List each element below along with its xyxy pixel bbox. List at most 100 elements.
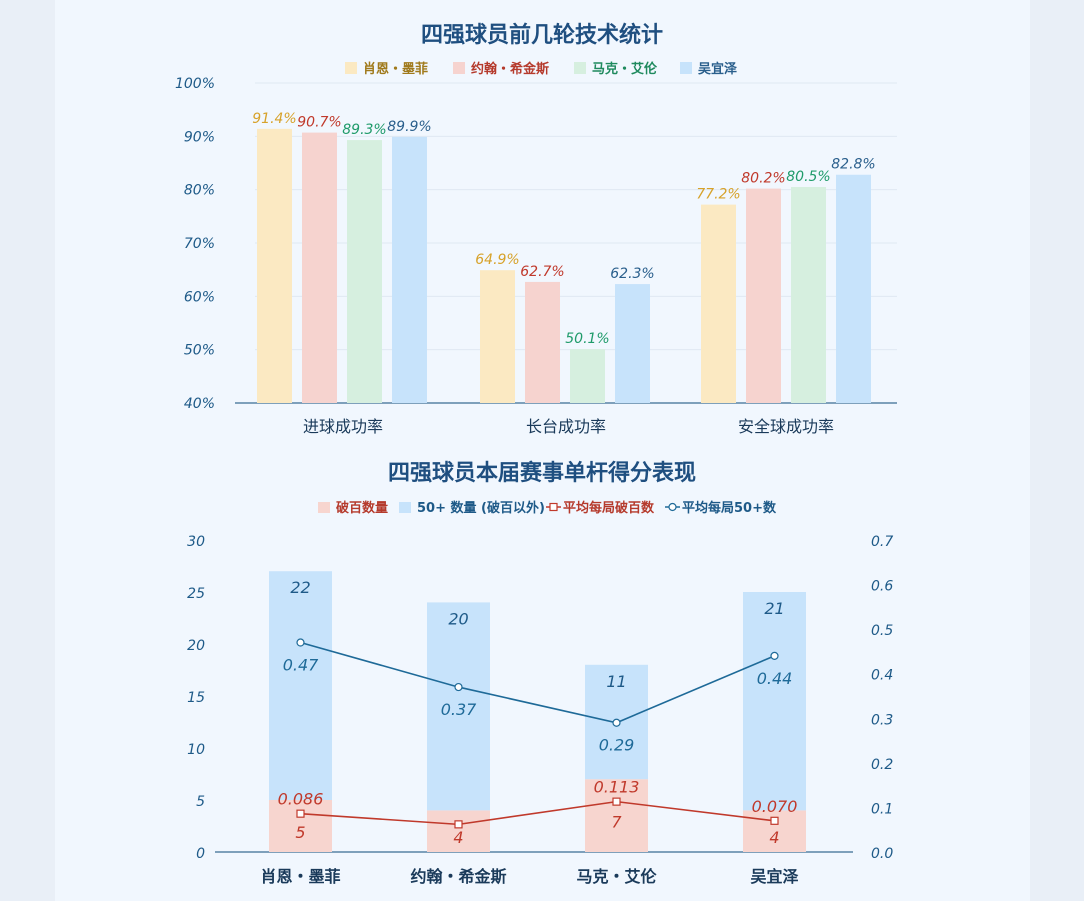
chart2-y-right-tick: 0.7: [871, 534, 893, 550]
chart1-value-label: 50.1%: [565, 331, 609, 347]
chart2-legend-swatch: [318, 502, 330, 513]
chart2-y-left-tick: 5: [196, 794, 205, 810]
chart2-line-label: 0.37: [441, 700, 477, 719]
chart1-bar: [570, 349, 605, 403]
chart2-y-right-tick: 0.4: [871, 668, 893, 684]
chart2-y-left-tick: 20: [187, 638, 205, 654]
chart1-y-tick: 80%: [184, 183, 215, 199]
chart2-line-centuries-avg: [300, 800, 775, 826]
chart-canvas: 四强球员前几轮技术统计 肖恩・墨菲 约翰・希金斯 马克・艾伦 吴宜泽 40% 50% 60…: [55, 0, 1030, 901]
chart2-centuries-label: 7: [611, 813, 622, 832]
chart1-value-label: 80.5%: [786, 169, 830, 185]
chart2-bar-fifties: [269, 571, 332, 800]
chart2-legend-label: 破百数量: [336, 500, 388, 516]
chart2-line-marker: [454, 682, 463, 692]
chart2-line-fifties-avg: [300, 641, 775, 724]
chart1-value-label: 89.9%: [387, 119, 431, 135]
chart1-x-label: 长台成功率: [526, 417, 606, 436]
chart2-line-marker: [770, 816, 779, 825]
chart1-y-tick: 100%: [175, 76, 215, 92]
chart1-legend-swatch: [345, 62, 357, 74]
chart2-line-marker: [770, 651, 779, 660]
chart2-y-right-tick: 0.1: [871, 801, 893, 817]
chart2-centuries-label: 4: [453, 828, 463, 847]
chart2-y-left-tick: 25: [187, 586, 205, 602]
chart1-bar: [302, 132, 337, 403]
chart2-line-label: 0.29: [599, 736, 635, 755]
chart2-line-marker: [296, 809, 305, 818]
chart2-x-label: 吴宜泽: [750, 867, 798, 886]
chart2-legend-label: 平均每局50+数: [682, 500, 777, 516]
chart1-legend: 肖恩・墨菲 约翰・希金斯 马克・艾伦 吴宜泽: [345, 61, 738, 77]
chart1-bar: [257, 128, 292, 403]
chart2-line-marker: [612, 718, 621, 727]
chart2-y-left-tick: 15: [187, 690, 205, 706]
chart1-value-label: 90.7%: [297, 115, 341, 131]
chart2-axes: 0 5 10 15 20 25 30 0.0 0.1 0.2 0.3 0.4 0.5 0.6 0.7: [187, 534, 893, 862]
chart2-title: 四强球员本届赛事单杆得分表现: [388, 460, 696, 486]
chart2-bar-centuries: [585, 779, 648, 852]
chart2-y-left-tick: 30: [187, 534, 205, 550]
chart2-centuries-label: 5: [295, 823, 305, 842]
chart1-value-label: 77.2%: [696, 187, 740, 203]
chart2-line-marker: [454, 820, 463, 829]
chart2-x-label: 马克・艾伦: [576, 867, 657, 886]
chart-svg: 四强球员前几轮技术统计 肖恩・墨菲 约翰・希金斯 马克・艾伦 吴宜泽 40%50%60…: [175, 22, 897, 886]
chart2-y-left-tick: 0: [196, 846, 205, 862]
chart2-legend-label: 50+ 数量 (破百以外): [417, 500, 545, 516]
chart2-x-label: 约翰・希金斯: [410, 867, 506, 886]
chart1-y-tick: 50%: [184, 343, 215, 359]
chart1-title: 四强球员前几轮技术统计: [421, 22, 663, 48]
chart2-y-right-tick: 0.2: [871, 757, 893, 773]
chart1-value-label: 62.7%: [520, 264, 564, 280]
chart2-legend: 破百数量 50+ 数量 (破百以外) 平均每局破百数 平均每局50+数: [318, 500, 777, 516]
chart2-line-marker: [296, 638, 305, 647]
chart1-value-label: 62.3%: [610, 266, 654, 282]
chart2-fifties-label: 11: [606, 672, 626, 691]
chart2-fifties-label: 22: [290, 578, 310, 597]
chart1-legend-swatch: [680, 62, 692, 74]
chart1-bars: 91.4% 90.7% 89.3% 89.9% 64.9%62.7% 50.1% 62.3%…: [252, 111, 876, 404]
chart1-bar: [392, 136, 427, 403]
chart2-legend-label: 平均每局破百数: [563, 500, 655, 516]
chart1-legend-label: 马克・艾伦: [592, 61, 658, 77]
chart1-value-label: 64.9%: [475, 252, 519, 268]
chart2-centuries-label: 4: [769, 828, 779, 847]
chart2-y-right-tick: 0.3: [871, 712, 893, 728]
chart2-y-right-tick: 0.0: [871, 846, 893, 862]
chart1-bar: [615, 284, 650, 403]
chart1-value-label: 80.2%: [741, 171, 785, 187]
chart2-line-label: 0.070: [752, 797, 798, 816]
chart2-y-right-tick: 0.5: [871, 623, 893, 639]
chart2-bar-centuries: [427, 810, 490, 852]
chart1-bar: [836, 174, 871, 403]
chart1-legend-swatch: [574, 62, 586, 74]
chart2-lines: 0.086 0.113 0.070 0.47 0.37 0.29 0.44: [278, 638, 798, 829]
chart1-grid: 40% 50% 60% 70% 80% 90% 100%: [175, 76, 897, 412]
chart1-legend-label: 吴宜泽: [698, 61, 738, 77]
chart2-bars: 5 22 4 20 7 11 4 21: [269, 571, 806, 852]
chart1-bar: [746, 188, 781, 403]
chart2-fifties-label: 20: [448, 609, 468, 628]
chart2-bar-centuries: [269, 800, 332, 852]
chart2-legend-swatch: [399, 502, 411, 513]
chart1-y-tick: 60%: [184, 289, 215, 305]
chart2-line-marker: [612, 797, 621, 806]
chart1-bar: [347, 140, 382, 404]
chart2-x-label: 肖恩・墨菲: [260, 867, 340, 886]
chart1-bar: [525, 281, 560, 403]
chart2-fifties-label: 21: [764, 599, 784, 618]
chart1-bar: [701, 204, 736, 403]
chart2-y-right-tick: 0.6: [871, 579, 893, 595]
chart1-x-labels: 进球成功率 长台成功率 安全球成功率: [303, 417, 834, 436]
chart1-bar: [791, 187, 826, 403]
chart2-bar-fifties: [427, 602, 490, 811]
chart1-bar: [480, 270, 515, 403]
chart2-y-left-tick: 10: [187, 742, 205, 758]
chart2-legend-marker: [668, 502, 677, 512]
chart1-y-tick: 70%: [184, 236, 215, 252]
chart1-legend-label: 肖恩・墨菲: [363, 61, 428, 77]
chart1-y-tick: 90%: [184, 129, 215, 145]
chart1-x-label: 安全球成功率: [738, 417, 834, 436]
chart1-value-label: 89.3%: [342, 122, 386, 138]
